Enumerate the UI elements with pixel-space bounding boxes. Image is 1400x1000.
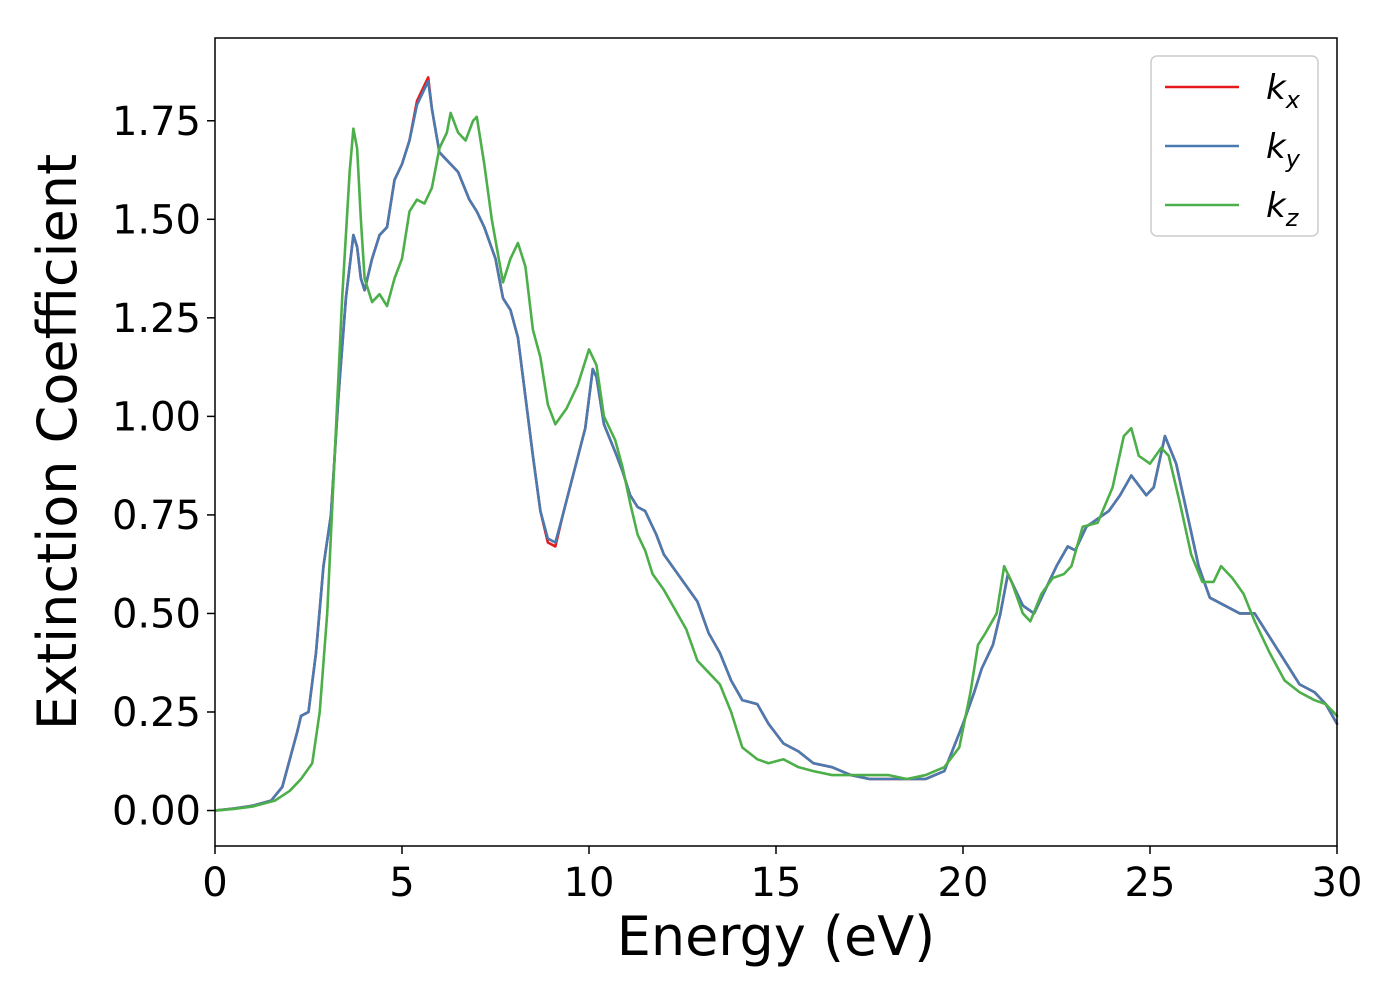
x-axis-title: Energy (eV) xyxy=(617,905,936,968)
y-tick-label: 0.50 xyxy=(112,591,201,637)
legend-label-ky: ky xyxy=(1266,127,1301,173)
legend-label-kx: kx xyxy=(1266,68,1301,114)
x-tick-label: 30 xyxy=(1312,860,1363,906)
x-axis: 0 5 10 15 20 25 30 xyxy=(202,846,1362,906)
series-line-kz xyxy=(213,111,1339,812)
y-tick-label: 0.25 xyxy=(112,690,201,736)
series-line-ky xyxy=(213,80,1339,812)
x-tick-label: 20 xyxy=(938,860,989,906)
x-tick-label: 15 xyxy=(751,860,802,906)
y-tick-label: 1.50 xyxy=(112,197,201,243)
x-tick-label: 25 xyxy=(1125,860,1176,906)
y-axis-title: Extinction Coefficient xyxy=(26,154,89,730)
legend-label-kz: kz xyxy=(1266,186,1300,232)
x-tick-label: 5 xyxy=(389,860,414,906)
y-axis: 0.00 0.25 0.50 0.75 1.00 1.25 1.50 1.75 xyxy=(112,99,215,835)
legend: kx ky kz xyxy=(1150,55,1319,237)
y-tick-label: 0.75 xyxy=(112,493,201,539)
y-tick-label: 0.00 xyxy=(112,789,201,835)
series-layer xyxy=(213,76,1339,812)
y-tick-label: 1.75 xyxy=(112,99,201,145)
x-tick-label: 0 xyxy=(202,860,227,906)
y-tick-label: 1.25 xyxy=(112,296,201,342)
x-tick-label: 10 xyxy=(564,860,615,906)
y-tick-label: 1.00 xyxy=(112,394,201,440)
